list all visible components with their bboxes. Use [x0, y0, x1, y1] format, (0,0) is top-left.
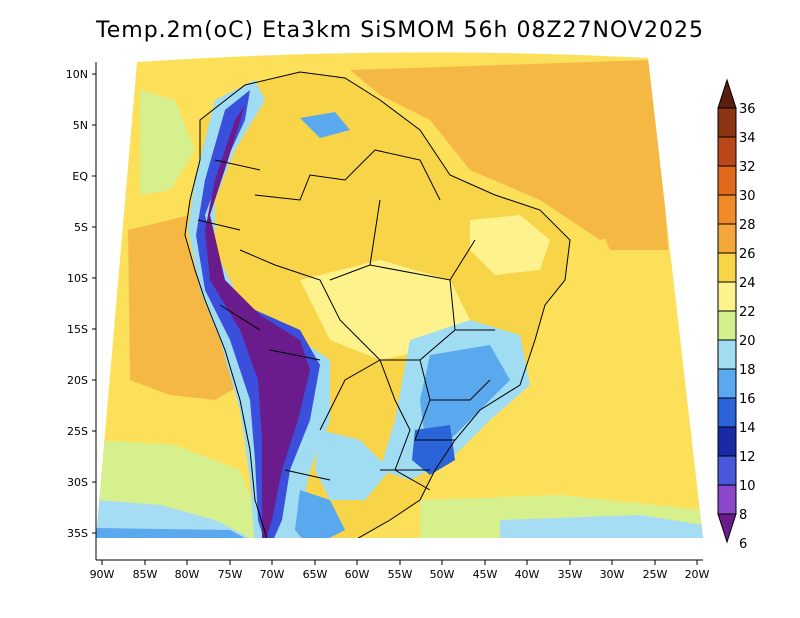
x-tick-label: 45W — [473, 568, 498, 581]
y-tick-label: 15S — [67, 323, 88, 336]
x-axis: 90W 85W 80W 75W 70W 65W 60W 55W 50W 45W … — [90, 559, 710, 581]
colorbar-swatch — [717, 310, 737, 341]
x-tick-label: 25W — [643, 568, 668, 581]
colorbar-label: 30 — [739, 189, 756, 204]
y-axis: 10N 5N EQ 5S 10S 15S 20S 25S 30S 35S — [66, 62, 97, 560]
x-tick-label: 85W — [133, 568, 158, 581]
map-field — [96, 52, 703, 538]
colorbar-swatch — [717, 165, 737, 196]
atlantic-warm-patch — [560, 130, 668, 250]
borders — [184, 71, 571, 538]
y-tick-label: 10S — [67, 272, 88, 285]
colorbar-label: 24 — [739, 276, 756, 291]
colorbar-bottom-arrow — [717, 513, 737, 544]
pacific-warm-water — [128, 215, 250, 400]
y-tick-label: 20S — [67, 374, 88, 387]
colorbar: 36 34 32 30 28 26 24 22 20 18 16 14 12 10 8 6 — [717, 78, 756, 552]
colorbar-label: 8 — [739, 508, 747, 523]
colorbar-label: 6 — [739, 537, 747, 552]
coastline-outline — [184, 71, 571, 538]
colorbar-label: 10 — [739, 479, 756, 494]
colorbar-swatch — [717, 397, 737, 428]
colorbar-swatch — [717, 426, 737, 457]
chaco-cool — [315, 430, 390, 500]
x-tick-label: 30W — [600, 568, 625, 581]
y-tick-label: 25S — [67, 425, 88, 438]
x-tick-label: 60W — [345, 568, 370, 581]
colorbar-label: 36 — [739, 102, 756, 117]
colorbar-swatch — [717, 281, 737, 312]
colorbar-swatch — [717, 107, 737, 138]
brazil-border — [239, 149, 441, 491]
serra-geral-cold — [412, 425, 455, 475]
colorbar-label: 18 — [739, 363, 756, 378]
colorbar-swatch — [717, 136, 737, 167]
coastal-cold-stripe — [96, 528, 245, 538]
x-tick-label: 35W — [558, 568, 583, 581]
south-pacific-cold — [96, 500, 250, 538]
y-tick-label: EQ — [72, 170, 88, 183]
x-tick-label: 50W — [430, 568, 455, 581]
colorbar-swatch — [717, 339, 737, 370]
colorbar-label: 32 — [739, 160, 756, 175]
colorbar-swatch — [717, 223, 737, 254]
y-tick-label: 10N — [66, 68, 88, 81]
y-tick-label: 5N — [73, 119, 88, 132]
venezuela-highlands — [300, 112, 350, 138]
x-tick-label: 75W — [218, 568, 243, 581]
colorbar-swatch — [717, 368, 737, 399]
x-tick-label: 20W — [685, 568, 710, 581]
colorbar-swatch — [717, 455, 737, 486]
south-atlantic-cold — [500, 515, 703, 538]
colorbar-label: 22 — [739, 305, 756, 320]
colorbar-label: 34 — [739, 131, 756, 146]
y-tick-label: 30S — [67, 476, 88, 489]
y-tick-label: 5S — [74, 221, 88, 234]
colorbar-swatch — [717, 194, 737, 225]
x-tick-label: 90W — [90, 568, 115, 581]
patagonia-cool — [295, 490, 345, 538]
colorbar-top-arrow — [717, 78, 737, 109]
colorbar-label: 12 — [739, 450, 756, 465]
southeast-cold-region — [420, 345, 510, 440]
north-pacific-cool — [140, 90, 195, 195]
colorbar-label: 28 — [739, 218, 756, 233]
colorbar-swatch — [717, 484, 737, 515]
x-tick-label: 55W — [388, 568, 413, 581]
colorbar-label: 14 — [739, 421, 756, 436]
y-tick-label: 35S — [67, 527, 88, 540]
map-title: Temp.2m(oC) Eta3km SiSMOM 56h 08Z27NOV20… — [96, 18, 704, 43]
colorbar-label: 26 — [739, 247, 756, 262]
colorbar-swatch — [717, 252, 737, 283]
colorbar-label: 20 — [739, 334, 756, 349]
x-tick-label: 65W — [303, 568, 328, 581]
x-tick-label: 80W — [175, 568, 200, 581]
x-tick-label: 40W — [515, 568, 540, 581]
x-tick-label: 70W — [260, 568, 285, 581]
northeast-light — [470, 215, 550, 275]
state-borders — [319, 199, 495, 471]
colorbar-label: 16 — [739, 392, 756, 407]
andean-country-borders — [197, 159, 331, 481]
